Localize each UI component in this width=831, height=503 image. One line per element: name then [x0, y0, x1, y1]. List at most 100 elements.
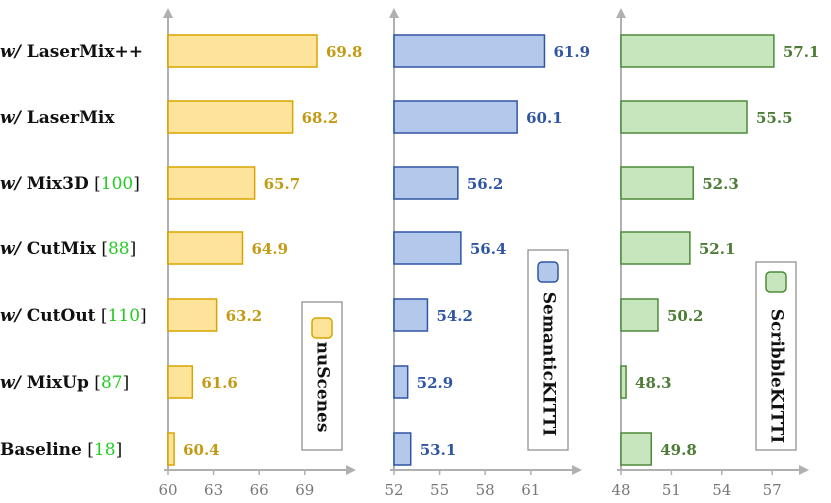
category-name: LaserMix++	[27, 42, 143, 62]
legend-box	[755, 261, 797, 451]
bar	[393, 365, 409, 399]
category-ref-open: [	[96, 306, 108, 326]
axis-arrow-right	[799, 465, 809, 475]
x-tick-label: 55	[430, 481, 449, 499]
x-tick-label: 61	[521, 481, 540, 499]
bar-value-label: 55.5	[756, 109, 793, 127]
bar	[167, 166, 256, 200]
category-name: MixUp	[27, 373, 89, 393]
bar-value-label: 60.1	[526, 109, 563, 127]
category-ref: 87	[101, 373, 123, 393]
bar-value-label: 61.9	[553, 43, 590, 61]
bar-value-label: 54.2	[436, 307, 473, 325]
x-tick-label: 58	[476, 481, 495, 499]
bar	[620, 100, 748, 134]
bar-value-label: 52.3	[702, 175, 739, 193]
x-tick-label: 60	[158, 481, 177, 499]
legend-swatch	[765, 271, 787, 293]
legend-swatch	[537, 261, 559, 283]
category-ref: 100	[101, 174, 133, 194]
bar	[167, 231, 244, 265]
category-label: w/ CutMix [88]	[0, 239, 136, 259]
category-prefix: w/	[0, 174, 27, 194]
bar	[393, 432, 412, 466]
bar	[620, 432, 652, 466]
axis-arrow-top	[389, 8, 399, 18]
bar	[620, 298, 659, 332]
bar	[620, 231, 691, 265]
category-label: w/ Mix3D [100]	[0, 174, 140, 194]
category-label: w/ MixUp [87]	[0, 373, 129, 393]
legend-label: nuScenes	[313, 342, 333, 433]
bar-value-label: 56.2	[467, 175, 504, 193]
legend-label: ScribbleKITTI	[767, 309, 787, 444]
category-prefix: w/	[0, 108, 27, 128]
category-ref-close: ]	[130, 239, 137, 259]
bar-value-label: 49.8	[660, 441, 697, 459]
bar-value-label: 60.4	[183, 441, 220, 459]
bar-value-label: 52.9	[417, 374, 454, 392]
bar	[167, 365, 194, 399]
category-name: LaserMix	[27, 108, 116, 128]
category-label: Baseline [18]	[0, 440, 122, 460]
category-ref-open: [	[82, 440, 94, 460]
bar-value-label: 69.8	[326, 43, 363, 61]
bar-value-label: 56.4	[470, 240, 507, 258]
bar	[393, 298, 429, 332]
x-tick-label: 69	[295, 481, 314, 499]
panel-nuscenes: 60 63 66 69 69.8 68.2 65.7 64.9 63.2 61.6 60.4 nuSc…	[158, 8, 363, 499]
bar-value-label: 68.2	[302, 109, 339, 127]
bar	[167, 432, 175, 466]
legend-label: SemanticKITTI	[539, 292, 559, 437]
legend-swatch	[311, 317, 333, 339]
bar-value-label: 48.3	[635, 374, 672, 392]
bar	[393, 34, 546, 68]
x-tick-label: 51	[662, 481, 681, 499]
category-ref-close: ]	[123, 373, 130, 393]
category-prefix: w/	[0, 373, 27, 393]
panel-semantickitti: 52 55 58 61 61.9 60.1 56.2 56.4 54.2 52.9 53.1 Sema…	[384, 8, 590, 499]
category-ref-open: [	[96, 239, 108, 259]
category-name: Baseline	[0, 440, 82, 460]
x-tick-label: 63	[204, 481, 223, 499]
panel-scribblekitti: 48 51 54 57 57.1 55.5 52.3 52.1 50.2 48.3 49.8 Scri…	[611, 8, 819, 499]
category-ref-close: ]	[140, 306, 147, 326]
category-prefix: w/	[0, 239, 27, 259]
x-tick-label: 48	[611, 481, 630, 499]
category-name: CutMix	[27, 239, 97, 259]
category-ref-open: [	[89, 174, 101, 194]
x-tick-label: 66	[250, 481, 269, 499]
category-prefix: w/	[0, 42, 27, 62]
bar	[393, 166, 459, 200]
bar-value-label: 64.9	[251, 240, 288, 258]
bar-value-label: 63.2	[226, 307, 263, 325]
bar	[620, 166, 694, 200]
bar	[167, 100, 294, 134]
bar-value-label: 57.1	[783, 43, 820, 61]
category-ref: 88	[108, 239, 130, 259]
x-tick-label: 57	[763, 481, 782, 499]
bar-value-label: 61.6	[201, 374, 238, 392]
axis-arrow-top	[616, 8, 626, 18]
bar-value-label: 65.7	[264, 175, 301, 193]
category-name: Mix3D	[27, 174, 89, 194]
category-name: CutOut	[27, 306, 96, 326]
axis-arrow-top	[163, 8, 173, 18]
bar	[620, 365, 627, 399]
bar-value-label: 50.2	[667, 307, 704, 325]
legend-box	[527, 249, 569, 451]
category-prefix: w/	[0, 306, 27, 326]
category-ref-close: ]	[116, 440, 123, 460]
category-ref: 18	[94, 440, 116, 460]
category-ref: 110	[108, 306, 140, 326]
bar	[393, 231, 462, 265]
category-label: w/ LaserMix++	[0, 42, 143, 62]
category-ref-close: ]	[133, 174, 140, 194]
bar	[620, 34, 775, 68]
bar-value-label: 53.1	[420, 441, 457, 459]
category-ref-open: [	[89, 373, 101, 393]
x-tick-label: 52	[384, 481, 403, 499]
axis-arrow-right	[572, 465, 582, 475]
